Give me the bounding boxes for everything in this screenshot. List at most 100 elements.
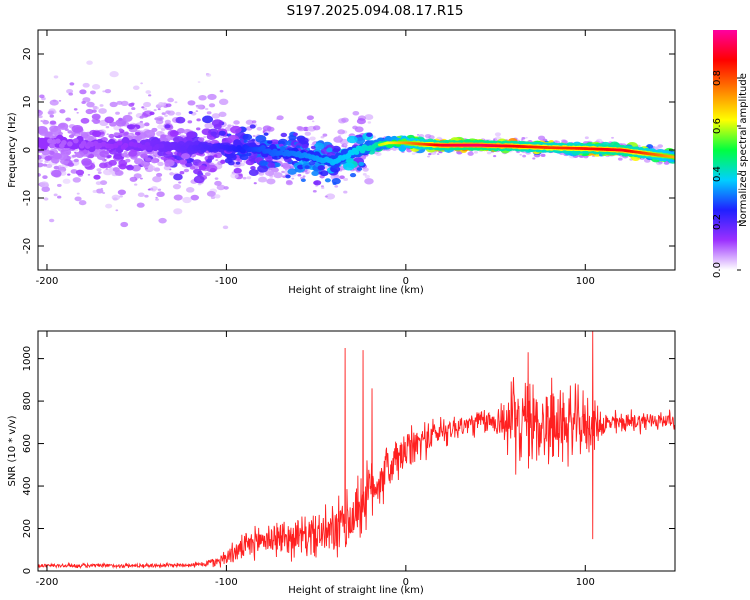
heat-blob: [343, 162, 355, 171]
heat-speckle: [142, 107, 148, 111]
heat-blob: [317, 165, 326, 171]
heat-speckle: [93, 106, 99, 110]
heat-speckle: [154, 117, 160, 121]
heat-blob: [197, 137, 205, 142]
heat-speckle: [333, 136, 343, 143]
colorbar-tick-label: 0.8: [712, 70, 723, 86]
heat-blob: [267, 162, 276, 168]
heat-speckle: [73, 108, 78, 111]
heat-blob: [133, 158, 144, 165]
x-tick-label: -200: [36, 577, 59, 588]
heat-speckle: [91, 113, 101, 120]
heat-blob: [251, 138, 256, 142]
ridge-mid: [146, 145, 153, 151]
heat-blob: [125, 158, 131, 163]
heat-blob: [288, 134, 297, 141]
colorbar-tick-label: 0.0: [712, 262, 723, 278]
heat-speckle: [187, 120, 193, 124]
heat-blob: [123, 131, 129, 136]
heat-blob: [108, 159, 117, 166]
heat-speckle: [43, 197, 49, 201]
snr-panel: -200 -100 0 100 0 200 400 600 800 1000 Height of…: [7, 330, 676, 596]
heat-blob: [134, 131, 141, 136]
heat-speckle: [157, 124, 164, 130]
ridge-mid: [279, 146, 286, 152]
heat-speckle: [266, 178, 276, 185]
heat-blob: [126, 164, 134, 171]
spectrogram-x-axis-label: Height of straight line (km): [288, 285, 424, 296]
heat-speckle: [38, 115, 43, 119]
heat-speckle: [617, 157, 623, 161]
heat-speckle: [339, 175, 345, 180]
heat-blob: [298, 137, 309, 145]
heat-speckle: [109, 101, 118, 108]
heat-speckle: [206, 190, 216, 197]
heat-speckle: [214, 180, 222, 186]
heat-speckle: [115, 209, 119, 212]
heat-speckle: [53, 75, 59, 79]
heat-blob: [160, 134, 167, 139]
heat-speckle: [305, 171, 309, 175]
heat-speckle: [352, 111, 360, 116]
heat-speckle: [111, 194, 121, 201]
heat-speckle: [147, 188, 151, 191]
heat-speckle: [153, 167, 161, 172]
heat-speckle: [158, 217, 167, 224]
heat-speckle: [70, 169, 78, 174]
heat-speckle: [416, 134, 420, 136]
heat-speckle: [251, 120, 257, 124]
colorbar-tick-label: 0.4: [712, 166, 723, 182]
heat-speckle: [198, 94, 207, 101]
colorbar-label: Normalized spectral amplitude: [738, 73, 749, 227]
y-tick-label: 0: [22, 147, 33, 153]
heat-blob: [68, 134, 75, 139]
heat-speckle: [58, 165, 62, 168]
heat-speckle: [367, 121, 372, 124]
heat-speckle: [428, 152, 432, 156]
heat-speckle: [169, 172, 175, 176]
heat-speckle: [519, 153, 523, 156]
heat-blob: [313, 180, 322, 186]
heat-blob: [88, 154, 95, 159]
ridge-mid: [72, 138, 79, 144]
heat-speckle: [206, 111, 212, 115]
heat-speckle: [167, 97, 175, 103]
heat-speckle: [467, 151, 474, 156]
heat-speckle: [195, 110, 199, 112]
ridge-mid: [112, 143, 119, 149]
heat-speckle: [276, 115, 284, 121]
heat-blob: [118, 132, 124, 136]
heat-blob: [41, 149, 51, 156]
x-tick-label: -200: [36, 276, 59, 287]
ridge-mid: [180, 145, 187, 151]
heat-speckle: [132, 85, 140, 90]
heat-speckle: [230, 172, 239, 179]
heat-speckle: [165, 110, 171, 115]
heat-speckle: [40, 181, 49, 188]
heat-speckle: [312, 189, 317, 193]
heat-speckle: [325, 193, 336, 200]
heat-speckle: [196, 118, 201, 122]
snr-y-axis-label: SNR (10 * v/v): [7, 415, 18, 486]
heat-blob: [121, 152, 129, 158]
heat-speckle: [239, 162, 245, 167]
heat-speckle: [165, 103, 172, 108]
y-tick-label: 0: [22, 568, 33, 574]
heat-speckle: [58, 99, 62, 102]
heat-speckle: [343, 177, 349, 182]
heat-speckle: [91, 109, 97, 113]
heat-blob: [209, 167, 217, 173]
y-tick-label: 400: [22, 476, 33, 495]
heat-blob: [296, 145, 301, 149]
heat-blob: [198, 165, 207, 171]
heat-speckle: [157, 108, 161, 111]
heat-blob: [230, 125, 242, 134]
heat-speckle: [320, 135, 325, 139]
heat-blob: [118, 128, 123, 132]
heat-speckle: [493, 155, 497, 158]
heat-blob: [319, 170, 329, 177]
heat-speckle: [109, 71, 119, 78]
heat-blob: [144, 157, 152, 162]
heat-speckle: [128, 133, 132, 136]
